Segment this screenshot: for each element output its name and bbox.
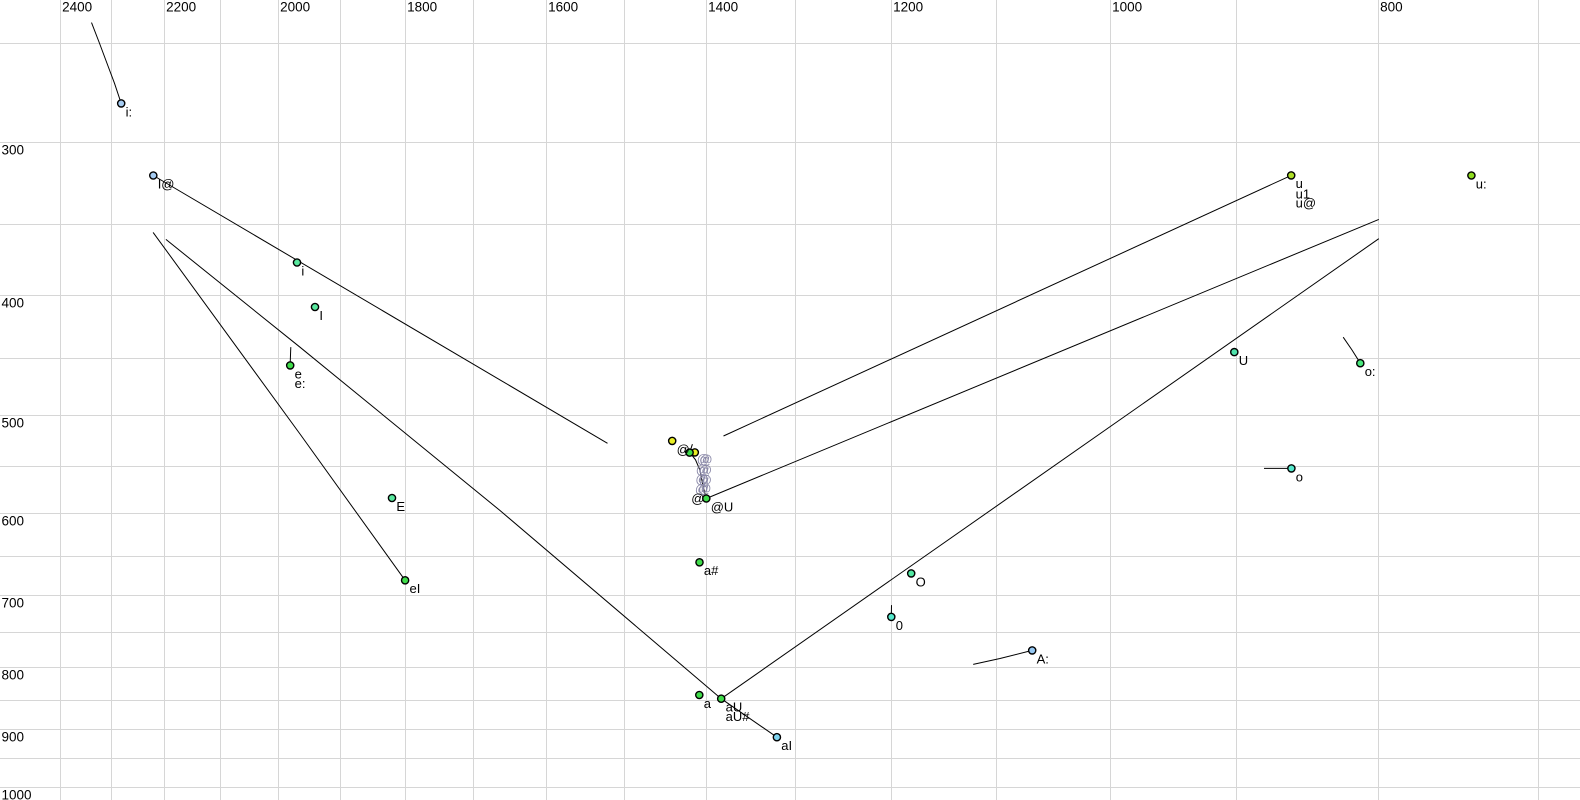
svg-text:0: 0 (896, 618, 903, 633)
svg-text:U: U (1239, 353, 1248, 368)
svg-text:e:: e: (295, 376, 306, 391)
svg-text:u@: u@ (1296, 195, 1316, 210)
svg-text:1800: 1800 (407, 0, 437, 14)
svg-text:@: @ (696, 462, 709, 477)
svg-text:1200: 1200 (893, 0, 923, 14)
svg-text:i:: i: (126, 104, 133, 119)
svg-text:@: @ (695, 481, 708, 496)
svg-text:@: @ (691, 491, 704, 506)
svg-text:I: I (319, 308, 323, 323)
svg-text:A:: A: (1037, 651, 1049, 666)
svg-text:@: @ (695, 472, 708, 487)
svg-text:a: a (704, 696, 712, 711)
svg-text:700: 700 (2, 596, 25, 611)
svg-text:u: u (1296, 176, 1303, 191)
svg-text:O: O (916, 574, 926, 589)
svg-text:@: @ (699, 452, 712, 467)
svg-text:1400: 1400 (708, 0, 738, 14)
svg-text:i: i (301, 263, 304, 278)
svg-text:E: E (396, 499, 405, 514)
svg-text:@: @ (699, 472, 712, 487)
svg-text:@: @ (699, 463, 712, 478)
svg-text:@U: @U (711, 499, 734, 514)
svg-text:2200: 2200 (166, 0, 196, 14)
svg-text:500: 500 (2, 416, 25, 431)
svg-text:600: 600 (2, 514, 25, 529)
svg-text:1000: 1000 (2, 787, 32, 800)
svg-text:900: 900 (2, 730, 25, 745)
svg-text:2000: 2000 (280, 0, 310, 14)
svg-text:eI: eI (410, 581, 421, 596)
svg-text:aI: aI (781, 738, 792, 753)
svg-text:e: e (295, 366, 302, 381)
svg-text:u:: u: (1476, 176, 1487, 191)
svg-text:o: o (1296, 469, 1303, 484)
svg-text:1000: 1000 (1112, 0, 1142, 14)
svg-text:a#: a# (704, 563, 719, 578)
svg-text:2400: 2400 (62, 0, 92, 14)
svg-text:@: @ (677, 442, 690, 457)
svg-text:300: 300 (2, 143, 25, 158)
svg-text:400: 400 (2, 296, 25, 311)
svg-text:1600: 1600 (548, 0, 578, 14)
svg-text:@: @ (698, 481, 711, 496)
svg-text:u1: u1 (1296, 187, 1310, 202)
svg-text:aU: aU (726, 700, 743, 715)
svg-text:I@: I@ (158, 176, 175, 191)
svg-text:o:: o: (1365, 364, 1376, 379)
svg-text:@: @ (697, 452, 710, 467)
svg-text:800: 800 (1380, 0, 1403, 14)
svg-text:aU#: aU# (726, 709, 751, 724)
svg-text:800: 800 (2, 668, 25, 683)
